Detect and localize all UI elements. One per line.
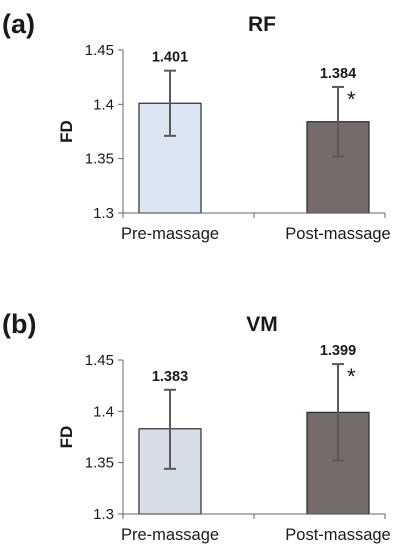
y-tick-label: 1.4: [93, 403, 114, 420]
y-tick-label: 1.45: [85, 352, 114, 369]
y-tick-label: 1.3: [93, 205, 114, 222]
y-tick-label: 1.35: [85, 455, 114, 472]
chart-title: VM: [246, 313, 278, 336]
significance-marker: *: [347, 364, 356, 389]
data-label: 1.401: [152, 50, 188, 66]
data-label: 1.384: [320, 66, 356, 82]
y-axis-label: FD: [57, 120, 76, 143]
x-tick-label: Pre-massage: [121, 225, 219, 243]
x-tick-label: Pre-massage: [121, 526, 219, 544]
y-tick-label: 1.45: [85, 42, 114, 59]
chart-panel-2: (b) VM FD 1.3 1.35 1.4 1.45 Pre-massage Post-mas…: [2, 309, 391, 544]
chart-title: RF: [248, 13, 276, 36]
x-tick-label: Post-massage: [285, 225, 390, 243]
panel-label: (a): [2, 9, 35, 39]
data-label: 1.399: [320, 343, 356, 359]
chart-panel-1: (a) RF FD 1.3 1.35 1.4 1.45 Pre-massage Post-mas…: [2, 9, 391, 243]
significance-marker: *: [347, 87, 356, 112]
y-tick-label: 1.4: [93, 96, 114, 113]
y-axis-label: FD: [57, 426, 76, 449]
y-tick-label: 1.3: [93, 506, 114, 523]
y-tick-label: 1.35: [85, 151, 114, 168]
panel-label: (b): [2, 309, 36, 339]
data-label: 1.383: [152, 369, 188, 385]
x-tick-label: Post-massage: [285, 526, 390, 544]
